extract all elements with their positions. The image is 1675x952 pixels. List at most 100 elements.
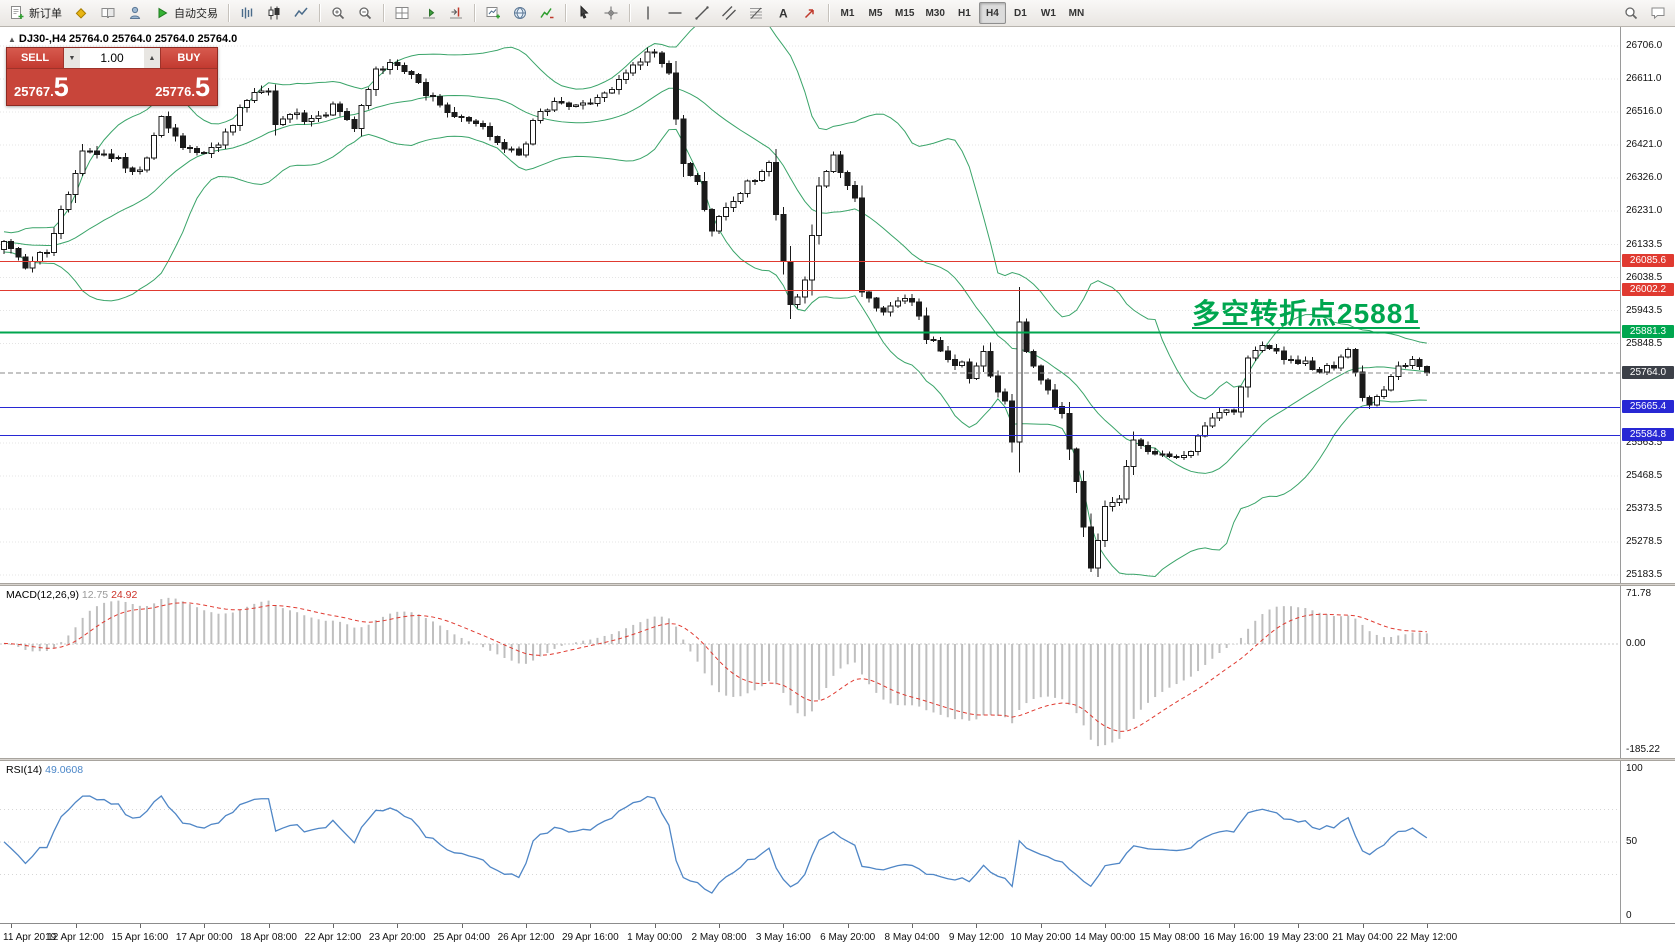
chart-shift-button[interactable] bbox=[443, 2, 469, 24]
pivot-annotation-text[interactable]: 多空转折点25881 bbox=[1192, 298, 1420, 330]
time-axis-tick bbox=[332, 924, 334, 928]
globe-icon bbox=[512, 5, 528, 21]
timeframe-h1-button[interactable]: H1 bbox=[951, 2, 978, 24]
text-icon: A bbox=[775, 5, 791, 21]
time-axis-tick bbox=[1169, 924, 1171, 928]
time-axis-tick bbox=[912, 924, 914, 928]
rsi-canvas[interactable] bbox=[0, 761, 1620, 923]
svg-text:A: A bbox=[779, 7, 788, 21]
timeframe-w1-button[interactable]: W1 bbox=[1035, 2, 1062, 24]
autotrading-button[interactable]: 自动交易 bbox=[149, 2, 223, 24]
bar-chart-button[interactable] bbox=[234, 2, 260, 24]
line-chart-button[interactable] bbox=[288, 2, 314, 24]
trendline-button[interactable] bbox=[689, 2, 715, 24]
channel-button[interactable] bbox=[716, 2, 742, 24]
price-badge-resistance-1: 26085.6 bbox=[1622, 254, 1674, 268]
time-axis-label: 23 Apr 20:00 bbox=[368, 932, 426, 943]
macd-axis-label: 0.00 bbox=[1626, 638, 1646, 650]
crosshair-button[interactable] bbox=[598, 2, 624, 24]
volume-decrease-button[interactable]: ▼ bbox=[64, 48, 80, 68]
fibonacci-button[interactable] bbox=[743, 2, 769, 24]
volume-increase-button[interactable]: ▲ bbox=[144, 48, 160, 68]
time-axis-tick bbox=[783, 924, 785, 928]
zoom-in-icon bbox=[330, 5, 346, 21]
collapse-triangle-icon[interactable]: ▲ bbox=[8, 35, 16, 44]
timeframe-m30-button[interactable]: M30 bbox=[920, 2, 949, 24]
bars-icon bbox=[239, 5, 255, 21]
buy-price[interactable]: 25776. 5 bbox=[155, 71, 210, 102]
timeframe-mn-button[interactable]: MN bbox=[1063, 2, 1090, 24]
time-axis-tick bbox=[976, 924, 978, 928]
price-axis-label: 26038.5 bbox=[1626, 271, 1663, 283]
macd-axis[interactable]: 71.78 0.00 -185.22 bbox=[1620, 586, 1675, 758]
price-axis-label: 25563.5 bbox=[1626, 436, 1663, 448]
rsi-axis-label: 50 bbox=[1626, 836, 1638, 847]
candlestick-chart-button[interactable] bbox=[261, 2, 287, 24]
chat-button[interactable] bbox=[1645, 2, 1671, 24]
sell-price[interactable]: 25767. 5 bbox=[14, 71, 69, 102]
chat-icon bbox=[1650, 5, 1666, 21]
time-axis-label: 26 Apr 12:00 bbox=[497, 932, 555, 943]
zoom-in-button[interactable] bbox=[325, 2, 351, 24]
new-order-button[interactable]: 新订单 bbox=[4, 2, 67, 24]
auto-scroll-button[interactable] bbox=[416, 2, 442, 24]
candles bbox=[1, 47, 1430, 577]
grid-icon bbox=[394, 5, 410, 21]
arrow-icon bbox=[802, 5, 818, 21]
new-order-button-label: 新订单 bbox=[29, 8, 62, 20]
time-axis-tick bbox=[1298, 924, 1300, 928]
indicators-button[interactable] bbox=[534, 2, 560, 24]
timeframe-d1-button[interactable]: D1 bbox=[1007, 2, 1034, 24]
text-button[interactable]: A bbox=[770, 2, 796, 24]
toolbar-separator bbox=[383, 4, 384, 22]
timeframe-h4-button[interactable]: H4 bbox=[978, 2, 1006, 24]
new-order-icon bbox=[9, 5, 25, 21]
timeframe-m1-button[interactable]: M1 bbox=[834, 2, 861, 24]
macd-title: MACD(12,26,9) 12.75 24.92 bbox=[6, 589, 138, 601]
profiles-button[interactable] bbox=[507, 2, 533, 24]
macd-canvas[interactable] bbox=[0, 586, 1620, 758]
volume-input[interactable] bbox=[80, 48, 144, 68]
shift-icon bbox=[448, 5, 464, 21]
time-axis[interactable]: 11 Apr 2019 12 Apr 12:00 15 Apr 16:00 17 Ap… bbox=[0, 923, 1675, 952]
search-button[interactable] bbox=[1618, 2, 1644, 24]
macd-panel: MACD(12,26,9) 12.75 24.92 71.78 0.00 -185.… bbox=[0, 586, 1675, 758]
time-axis-tick bbox=[590, 924, 592, 928]
price-axis[interactable]: 26706.0 26611.0 26516.0 26421.0 26326.0 26231… bbox=[1620, 27, 1675, 583]
vertical-line-button[interactable] bbox=[635, 2, 661, 24]
time-axis-label: 18 Apr 08:00 bbox=[240, 932, 297, 943]
tile-windows-button[interactable] bbox=[389, 2, 415, 24]
time-axis-tick bbox=[1426, 924, 1428, 928]
navigator-button[interactable] bbox=[122, 2, 148, 24]
vline-icon bbox=[640, 5, 656, 21]
time-axis-tick bbox=[204, 924, 206, 928]
time-axis-label: 15 Apr 16:00 bbox=[111, 932, 169, 943]
market-watch-button[interactable] bbox=[95, 2, 121, 24]
panel-resize-handle-rsi[interactable] bbox=[0, 758, 1675, 761]
time-axis-label: 2 May 08:00 bbox=[691, 932, 747, 943]
diamond-icon bbox=[73, 5, 89, 21]
arrow-button[interactable] bbox=[797, 2, 823, 24]
toolbar: 新订单 自动交易 A M1 M5 M15 M30 H1 H4 D1 W1 MN bbox=[0, 0, 1675, 27]
new-chart-button[interactable] bbox=[480, 2, 506, 24]
time-axis-label: 8 May 04:00 bbox=[884, 932, 940, 943]
price-badge-support-2: 25584.8 bbox=[1622, 428, 1674, 442]
metaeditor-button[interactable] bbox=[68, 2, 94, 24]
time-axis-label: 29 Apr 16:00 bbox=[561, 932, 619, 943]
time-axis-label: 11 Apr 2019 bbox=[3, 932, 57, 943]
main-chart-canvas[interactable] bbox=[0, 27, 1620, 583]
cursor-button[interactable] bbox=[571, 2, 597, 24]
rsi-axis-label: 0 bbox=[1626, 910, 1632, 921]
panel-resize-handle-macd[interactable] bbox=[0, 583, 1675, 586]
zoom-out-button[interactable] bbox=[352, 2, 378, 24]
time-axis-label: 25 Apr 04:00 bbox=[433, 932, 490, 943]
rsi-axis[interactable]: 100 50 0 bbox=[1620, 761, 1675, 923]
buy-button[interactable]: BUY bbox=[161, 48, 217, 68]
horizontal-line-button[interactable] bbox=[662, 2, 688, 24]
main-chart-panel: ▲ DJ30-,H4 25764.0 25764.0 25764.0 25764.… bbox=[0, 27, 1675, 583]
price-axis-label: 26706.0 bbox=[1626, 39, 1663, 51]
timeframe-m15-button[interactable]: M15 bbox=[890, 2, 919, 24]
time-axis-label: 22 Apr 12:00 bbox=[304, 932, 362, 943]
timeframe-m5-button[interactable]: M5 bbox=[862, 2, 889, 24]
sell-button[interactable]: SELL bbox=[7, 48, 63, 68]
